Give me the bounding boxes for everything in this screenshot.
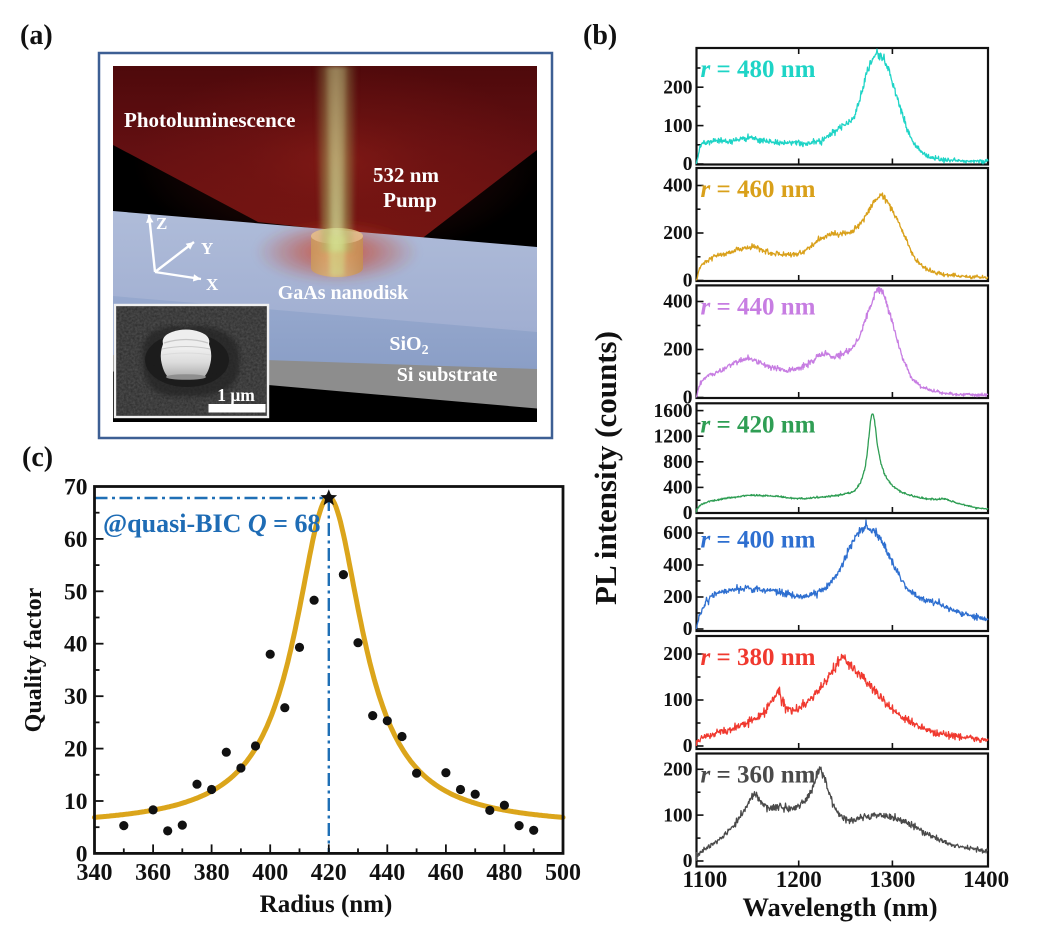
svg-text:100: 100 <box>663 116 692 137</box>
svg-text:X: X <box>206 275 219 294</box>
svg-text:Pump: Pump <box>383 188 437 212</box>
svg-text:600: 600 <box>663 523 692 544</box>
svg-text:1 μm: 1 μm <box>217 385 255 405</box>
svg-text:1600: 1600 <box>654 401 693 422</box>
svg-text:10: 10 <box>64 789 88 815</box>
svg-text:0: 0 <box>683 271 693 292</box>
svg-text:500: 500 <box>545 860 581 886</box>
svg-text:1100: 1100 <box>683 867 728 892</box>
svg-text:200: 200 <box>663 223 692 244</box>
svg-text:r = 440 nm: r = 440 nm <box>701 293 816 320</box>
svg-text:200: 200 <box>663 644 692 665</box>
svg-text:Si substrate: Si substrate <box>397 364 498 386</box>
svg-text:30: 30 <box>64 684 88 710</box>
svg-text:r = 360 nm: r = 360 nm <box>701 762 816 789</box>
svg-text:r = 400 nm: r = 400 nm <box>701 526 816 553</box>
svg-text:r = 460 nm: r = 460 nm <box>701 176 816 203</box>
svg-text:60: 60 <box>64 527 88 553</box>
svg-text:0: 0 <box>76 841 88 867</box>
svg-text:Radius (nm): Radius (nm) <box>260 891 393 918</box>
svg-text:460: 460 <box>428 860 464 886</box>
svg-text:50: 50 <box>64 579 88 605</box>
svg-text:70: 70 <box>64 475 88 501</box>
svg-text:Quality factor: Quality factor <box>21 587 47 732</box>
svg-text:420: 420 <box>311 860 347 886</box>
svg-text:400: 400 <box>252 860 288 886</box>
svg-text:1200: 1200 <box>654 426 693 447</box>
svg-text:0: 0 <box>683 851 693 872</box>
svg-text:1300: 1300 <box>869 867 915 892</box>
svg-text:Y: Y <box>201 239 213 258</box>
svg-text:0: 0 <box>683 619 693 640</box>
svg-text:380: 380 <box>194 860 230 886</box>
svg-text:800: 800 <box>663 452 692 473</box>
svg-text:200: 200 <box>663 760 692 781</box>
svg-text:440: 440 <box>369 860 405 886</box>
svg-text:0: 0 <box>683 736 693 757</box>
svg-text:532 nm: 532 nm <box>373 163 439 187</box>
svg-text:400: 400 <box>663 555 692 576</box>
svg-text:400: 400 <box>663 292 692 313</box>
svg-text:Photoluminescence: Photoluminescence <box>124 108 295 132</box>
svg-text:0: 0 <box>683 503 693 524</box>
svg-text:r = 380 nm: r = 380 nm <box>701 644 816 671</box>
svg-text:Wavelength (nm): Wavelength (nm) <box>742 892 937 922</box>
svg-text:200: 200 <box>663 587 692 608</box>
svg-text:480: 480 <box>486 860 522 886</box>
svg-text:Z: Z <box>156 214 167 233</box>
svg-text:(c): (c) <box>22 442 53 473</box>
svg-text:340: 340 <box>77 860 113 886</box>
svg-text:20: 20 <box>64 737 88 763</box>
svg-text:1200: 1200 <box>776 867 822 892</box>
svg-text:360: 360 <box>135 860 171 886</box>
svg-text:r = 420 nm: r = 420 nm <box>701 411 816 438</box>
svg-text:100: 100 <box>663 805 692 826</box>
svg-text:r = 480 nm: r = 480 nm <box>701 56 816 83</box>
svg-text:(b): (b) <box>583 20 617 51</box>
svg-text:200: 200 <box>663 77 692 98</box>
svg-text:1400: 1400 <box>963 867 1009 892</box>
svg-text:400: 400 <box>663 478 692 499</box>
svg-text:100: 100 <box>663 690 692 711</box>
svg-text:PL intensity (counts): PL intensity (counts) <box>588 331 623 605</box>
svg-text:40: 40 <box>64 632 88 658</box>
svg-text:GaAs nanodisk: GaAs nanodisk <box>278 282 409 304</box>
svg-text:0: 0 <box>683 154 693 175</box>
svg-text:400: 400 <box>663 176 692 197</box>
svg-text:(a): (a) <box>20 20 53 51</box>
svg-text:0: 0 <box>683 388 693 409</box>
svg-text:200: 200 <box>663 340 692 361</box>
svg-text:@quasi-BIC Q = 68: @quasi-BIC Q = 68 <box>103 509 320 538</box>
